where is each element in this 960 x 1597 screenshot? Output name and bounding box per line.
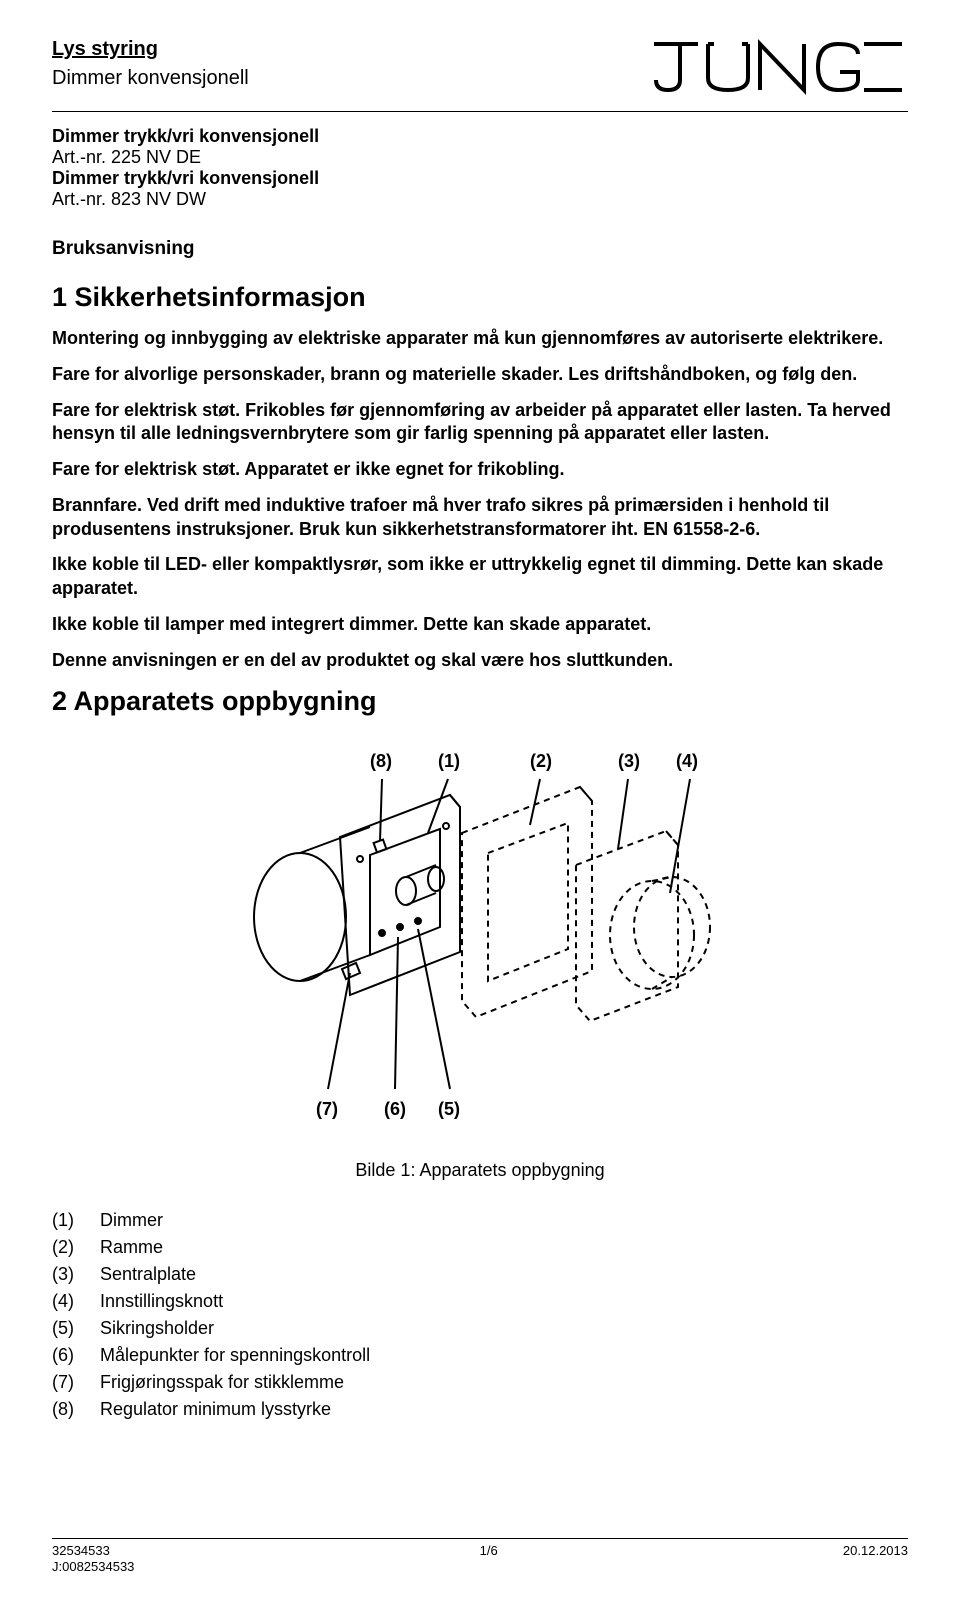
document-header: Lys styring Dimmer konvensjonell bbox=[52, 38, 908, 103]
safety-para-1: Montering og innbygging av elektriske ap… bbox=[52, 327, 908, 351]
section-1-heading: 1 Sikkerhetsinformasjon bbox=[52, 282, 908, 313]
part-row-4: (4) Innstillingsknott bbox=[52, 1288, 908, 1315]
jung-logo-icon bbox=[648, 38, 908, 98]
part-num-3: (3) bbox=[52, 1261, 84, 1288]
header-titles: Lys styring Dimmer konvensjonell bbox=[52, 38, 648, 100]
callout-top-1: (1) bbox=[438, 751, 460, 771]
safety-para-3: Fare for elektrisk støt. Frikobles før g… bbox=[52, 399, 908, 447]
callout-bot-1: (6) bbox=[384, 1099, 406, 1119]
footer-divider bbox=[52, 1538, 908, 1539]
figure-1: (8) (1) (2) (3) (4) (7) (6) (5) bbox=[52, 737, 908, 1142]
part-row-5: (5) Sikringsholder bbox=[52, 1315, 908, 1342]
product-name-2: Dimmer trykk/vri konvensjonell bbox=[52, 168, 908, 189]
device-diagram-icon: (8) (1) (2) (3) (4) (7) (6) (5) bbox=[200, 737, 760, 1137]
header-divider bbox=[52, 111, 908, 112]
safety-para-2: Fare for alvorlige personskader, brann o… bbox=[52, 363, 908, 387]
safety-para-7: Ikke koble til lamper med integrert dimm… bbox=[52, 613, 908, 637]
callout-top-2: (2) bbox=[530, 751, 552, 771]
manual-title: Bruksanvisning bbox=[52, 238, 908, 260]
product-art-2: Art.-nr. 823 NV DW bbox=[52, 189, 908, 210]
part-label-5: Sikringsholder bbox=[100, 1315, 214, 1342]
part-num-2: (2) bbox=[52, 1234, 84, 1261]
part-num-6: (6) bbox=[52, 1342, 84, 1369]
part-label-1: Dimmer bbox=[100, 1207, 163, 1234]
callout-bot-2: (5) bbox=[438, 1099, 460, 1119]
part-label-3: Sentralplate bbox=[100, 1261, 196, 1288]
figure-1-caption: Bilde 1: Apparatets oppbygning bbox=[52, 1160, 908, 1181]
product-id-block: Dimmer trykk/vri konvensjonell Art.-nr. … bbox=[52, 126, 908, 210]
footer-date: 20.12.2013 bbox=[843, 1543, 908, 1576]
page-footer: 32534533 J:0082534533 1/6 20.12.2013 bbox=[52, 1538, 908, 1576]
part-label-4: Innstillingsknott bbox=[100, 1288, 223, 1315]
part-row-6: (6) Målepunkter for spenningskontroll bbox=[52, 1342, 908, 1369]
parts-list: (1) Dimmer (2) Ramme (3) Sentralplate (4… bbox=[52, 1207, 908, 1423]
part-num-4: (4) bbox=[52, 1288, 84, 1315]
part-num-8: (8) bbox=[52, 1396, 84, 1423]
callout-top-4: (4) bbox=[676, 751, 698, 771]
product-art-1: Art.-nr. 225 NV DE bbox=[52, 147, 908, 168]
brand-logo bbox=[648, 38, 908, 103]
safety-para-6: Ikke koble til LED- eller kompaktlysrør,… bbox=[52, 553, 908, 601]
part-label-8: Regulator minimum lysstyrke bbox=[100, 1396, 331, 1423]
safety-para-5: Brannfare. Ved drift med induktive trafo… bbox=[52, 494, 908, 542]
callout-top-0: (8) bbox=[370, 751, 392, 771]
part-row-2: (2) Ramme bbox=[52, 1234, 908, 1261]
product-name-1: Dimmer trykk/vri konvensjonell bbox=[52, 126, 908, 147]
doc-subcategory: Dimmer konvensjonell bbox=[52, 67, 648, 90]
callout-bot-0: (7) bbox=[316, 1099, 338, 1119]
part-label-6: Målepunkter for spenningskontroll bbox=[100, 1342, 370, 1369]
part-num-1: (1) bbox=[52, 1207, 84, 1234]
part-row-3: (3) Sentralplate bbox=[52, 1261, 908, 1288]
section-2-heading: 2 Apparatets oppbygning bbox=[52, 686, 908, 717]
callout-top-3: (3) bbox=[618, 751, 640, 771]
part-label-2: Ramme bbox=[100, 1234, 163, 1261]
part-label-7: Frigjøringsspak for stikklemme bbox=[100, 1369, 344, 1396]
footer-page-number: 1/6 bbox=[134, 1543, 843, 1576]
footer-code-1: 32534533 bbox=[52, 1543, 134, 1559]
safety-para-4: Fare for elektrisk støt. Apparatet er ik… bbox=[52, 458, 908, 482]
footer-code-2: J:0082534533 bbox=[52, 1559, 134, 1575]
part-num-5: (5) bbox=[52, 1315, 84, 1342]
part-row-8: (8) Regulator minimum lysstyrke bbox=[52, 1396, 908, 1423]
part-num-7: (7) bbox=[52, 1369, 84, 1396]
part-row-7: (7) Frigjøringsspak for stikklemme bbox=[52, 1369, 908, 1396]
safety-para-8: Denne anvisningen er en del av produktet… bbox=[52, 649, 908, 673]
footer-left-block: 32534533 J:0082534533 bbox=[52, 1543, 134, 1576]
part-row-1: (1) Dimmer bbox=[52, 1207, 908, 1234]
doc-category: Lys styring bbox=[52, 38, 648, 61]
